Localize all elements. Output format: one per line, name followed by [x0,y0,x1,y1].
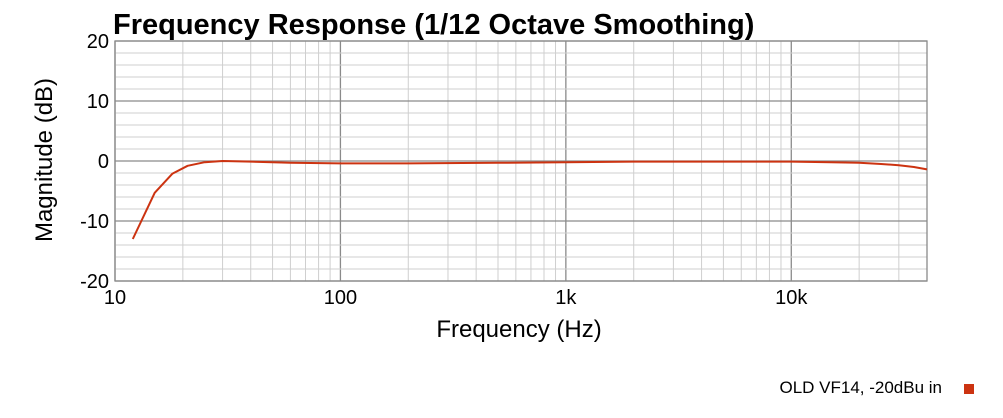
y-tick-label: 10 [87,91,109,113]
x-axis-label: Frequency (Hz) [436,316,601,343]
y-axis-label: Magnitude (dB) [31,78,58,242]
x-tick-label: 10 [104,287,126,309]
x-tick-label: 100 [324,287,357,309]
grid [114,40,928,282]
plot-frame [114,40,928,282]
y-tick-label: -20 [80,271,109,293]
series-line [131,160,928,240]
y-tick-label: 20 [87,31,109,53]
legend-label: OLD VF14, -20dBu in [779,378,942,397]
legend-swatch [964,384,974,394]
chart-title: Frequency Response (1/12 Octave Smoothin… [113,9,754,41]
x-tick-label: 10k [775,287,808,309]
y-tick-label: 0 [98,151,109,173]
y-tick-label: -10 [80,211,109,233]
x-tick-label: 1k [555,287,577,309]
